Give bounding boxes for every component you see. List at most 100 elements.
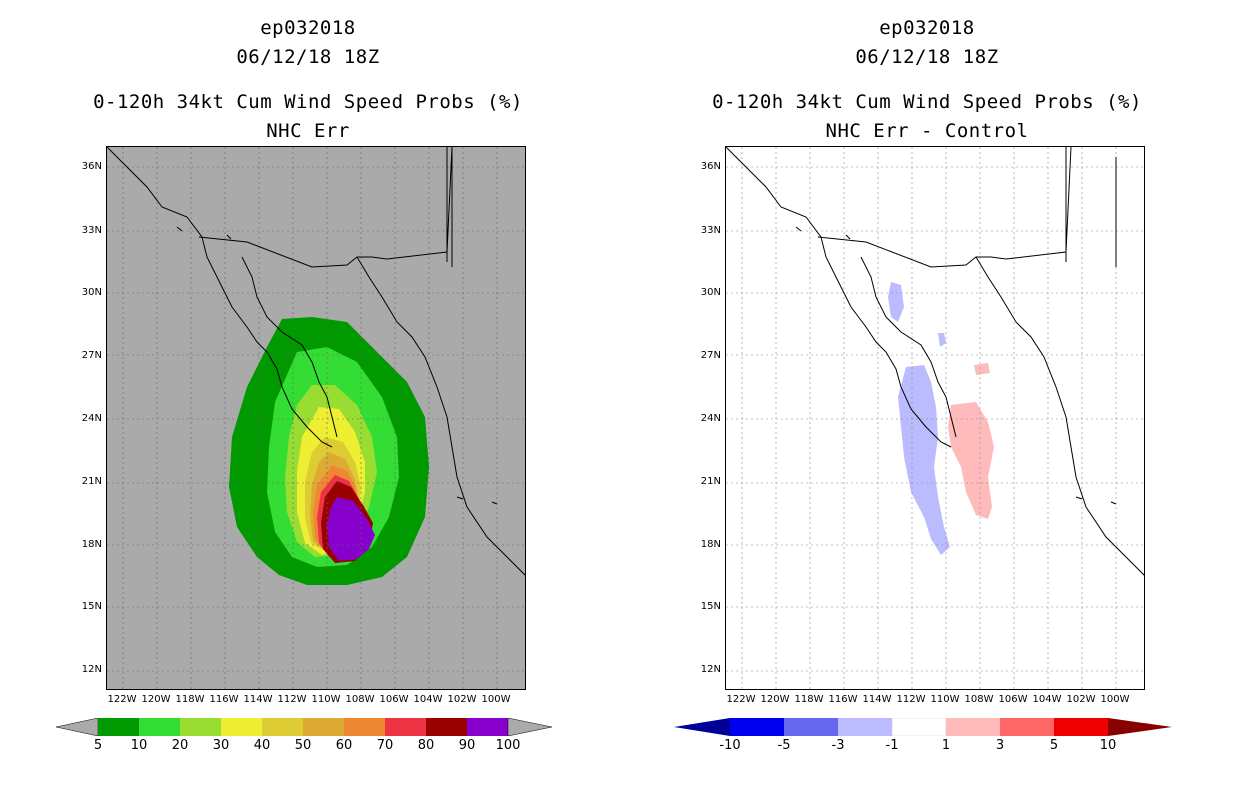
left-map-svg <box>107 147 525 689</box>
right-lon-104: 104W <box>1032 694 1062 705</box>
left-cbar-label-0: 5 <box>93 738 103 753</box>
left-cbar-seg-8 <box>426 718 467 736</box>
right-cbar-seg-7 <box>1054 718 1108 736</box>
islands <box>795 226 1117 505</box>
left-cbar-label-10: 100 <box>495 738 521 753</box>
right-cbar-label-1: -5 <box>777 738 791 753</box>
difference-contours <box>888 282 994 555</box>
right-map <box>725 146 1145 690</box>
left-title-storm: ep032018 <box>260 17 356 39</box>
baja-east-coast <box>241 256 338 438</box>
right-lat-27: 27N <box>700 350 721 361</box>
right-lat-36: 36N <box>700 161 721 172</box>
left-cbar-seg-6 <box>344 718 385 736</box>
coastlines <box>726 147 1144 576</box>
left-lon-102: 102W <box>447 694 477 705</box>
left-lon-106: 106W <box>379 694 409 705</box>
baja-west-coast <box>726 147 952 448</box>
left-lon-118: 118W <box>175 694 205 705</box>
left-cbar-label-4: 40 <box>253 738 271 753</box>
left-lon-100: 100W <box>481 694 511 705</box>
left-lat-24: 24N <box>81 413 102 424</box>
left-cbar-seg-0 <box>98 718 139 736</box>
right-lat-18: 18N <box>700 539 721 550</box>
right-cbar-seg-4 <box>891 718 947 736</box>
mainland-coast <box>975 256 1144 576</box>
us-mexico-border <box>817 147 1072 268</box>
us-mexico-border <box>198 147 453 268</box>
left-cbar-seg-7 <box>385 718 426 736</box>
right-cbar-label-5: 3 <box>995 738 1005 753</box>
left-lon-108: 108W <box>345 694 375 705</box>
baja-east-coast <box>860 256 957 438</box>
left-lat-36: 36N <box>81 161 102 172</box>
left-title-date: 06/12/18 18Z <box>236 46 380 68</box>
grid-lines <box>107 147 525 689</box>
left-cbar-seg-5 <box>303 718 344 736</box>
neg-diff-region-south <box>898 365 950 555</box>
left-lon-114: 114W <box>243 694 273 705</box>
right-lat-24: 24N <box>700 413 721 424</box>
left-lat-18: 18N <box>81 539 102 550</box>
pos-diff-small <box>974 363 990 375</box>
left-lat-15: 15N <box>81 601 102 612</box>
islands <box>176 226 498 505</box>
left-lat-30: 30N <box>81 287 102 298</box>
left-colorbar-low-arrow <box>56 718 99 736</box>
right-lon-120: 120W <box>760 694 790 705</box>
probability-contours <box>229 317 429 585</box>
left-cbar-label-7: 70 <box>376 738 394 753</box>
right-colorbar <box>674 718 1172 736</box>
right-cbar-label-7: 10 <box>1099 738 1117 753</box>
right-lon-118: 118W <box>794 694 824 705</box>
left-lat-33: 33N <box>81 225 102 236</box>
right-lat-30: 30N <box>700 287 721 298</box>
left-cbar-seg-2 <box>180 718 221 736</box>
right-cbar-seg-3 <box>838 718 892 736</box>
left-lat-21: 21N <box>81 476 102 487</box>
left-lon-104: 104W <box>413 694 443 705</box>
grid-lines <box>726 147 1144 689</box>
right-cbar-seg-6 <box>1000 718 1054 736</box>
right-lat-33: 33N <box>700 225 721 236</box>
mainland-coast <box>356 256 525 576</box>
right-cbar-seg-2 <box>784 718 838 736</box>
right-lat-12: 12N <box>700 664 721 675</box>
right-cbar-seg-1 <box>730 718 784 736</box>
coastlines <box>107 147 525 576</box>
right-lon-110: 110W <box>930 694 960 705</box>
right-title-subtitle: NHC Err - Control <box>825 120 1029 142</box>
left-cbar-label-1: 10 <box>130 738 148 753</box>
left-title-subtitle: NHC Err <box>266 120 350 142</box>
right-lon-102: 102W <box>1066 694 1096 705</box>
left-lon-116: 116W <box>209 694 239 705</box>
right-lon-106: 106W <box>998 694 1028 705</box>
left-lat-12: 12N <box>81 664 102 675</box>
right-map-svg <box>726 147 1144 689</box>
left-cbar-seg-1 <box>139 718 180 736</box>
left-colorbar-high-arrow <box>507 718 553 736</box>
left-map <box>106 146 526 690</box>
right-lat-15: 15N <box>700 601 721 612</box>
right-lon-108: 108W <box>964 694 994 705</box>
baja-west-coast <box>107 147 333 448</box>
right-cbar-label-3: -1 <box>885 738 899 753</box>
right-cbar-label-6: 5 <box>1049 738 1059 753</box>
left-lat-27: 27N <box>81 350 102 361</box>
right-title-product: 0-120h 34kt Cum Wind Speed Probs (%) <box>712 91 1142 113</box>
right-cbar-label-4: 1 <box>941 738 951 753</box>
left-cbar-label-3: 30 <box>212 738 230 753</box>
neg-diff-small <box>938 333 946 347</box>
left-lon-112: 112W <box>277 694 307 705</box>
left-lon-110: 110W <box>311 694 341 705</box>
left-colorbar <box>56 718 553 736</box>
left-cbar-label-6: 60 <box>335 738 353 753</box>
right-title-storm: ep032018 <box>879 17 975 39</box>
right-lon-116: 116W <box>828 694 858 705</box>
right-colorbar-low-arrow <box>674 718 730 736</box>
neg-diff-region-north <box>888 282 904 322</box>
pos-diff-region <box>948 402 994 519</box>
right-lon-122: 122W <box>726 694 756 705</box>
right-lon-114: 114W <box>862 694 892 705</box>
left-cbar-label-9: 90 <box>458 738 476 753</box>
